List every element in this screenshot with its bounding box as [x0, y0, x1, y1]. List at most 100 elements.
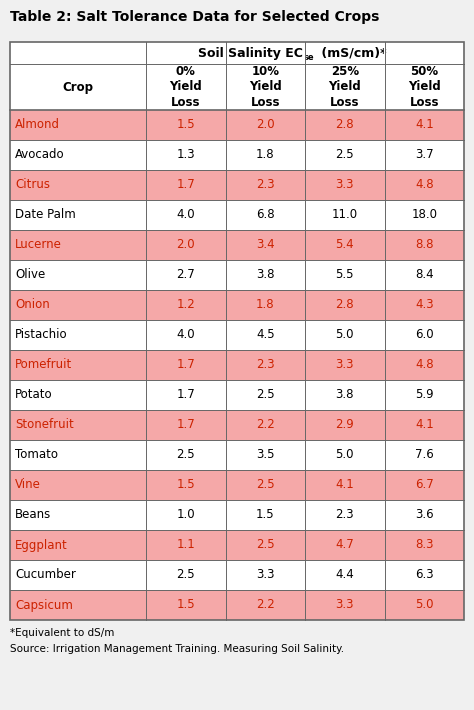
Text: 3.6: 3.6 [415, 508, 434, 522]
Text: Citrus: Citrus [15, 178, 50, 192]
Text: Stonefruit: Stonefruit [15, 418, 74, 432]
Text: 2.0: 2.0 [256, 119, 275, 131]
Text: 4.1: 4.1 [336, 479, 354, 491]
Bar [10, 560, 464, 590]
Text: Soil Salinity EC: Soil Salinity EC [198, 46, 303, 60]
Text: 3.5: 3.5 [256, 449, 274, 462]
Bar [10, 590, 464, 620]
Text: 4.7: 4.7 [336, 538, 354, 552]
Bar [10, 320, 464, 350]
Bar [10, 42, 464, 620]
Text: 2.5: 2.5 [177, 449, 195, 462]
Text: Beans: Beans [15, 508, 51, 522]
Text: Eggplant: Eggplant [15, 538, 68, 552]
Bar [10, 290, 464, 320]
Text: 2.5: 2.5 [177, 569, 195, 581]
Text: Olive: Olive [15, 268, 45, 281]
Text: 3.7: 3.7 [415, 148, 434, 161]
Text: 1.7: 1.7 [176, 388, 195, 401]
Bar [10, 260, 464, 290]
Text: 4.1: 4.1 [415, 418, 434, 432]
Text: 5.0: 5.0 [415, 599, 434, 611]
Text: 1.8: 1.8 [256, 148, 275, 161]
Text: 6.7: 6.7 [415, 479, 434, 491]
Text: 1.0: 1.0 [177, 508, 195, 522]
Text: 4.8: 4.8 [415, 178, 434, 192]
Text: 1.1: 1.1 [176, 538, 195, 552]
Text: 2.5: 2.5 [336, 148, 354, 161]
Text: 1.5: 1.5 [177, 479, 195, 491]
Bar [10, 350, 464, 380]
Text: 1.7: 1.7 [176, 178, 195, 192]
Text: 1.5: 1.5 [256, 508, 275, 522]
Bar [10, 380, 464, 410]
Text: 8.3: 8.3 [415, 538, 434, 552]
Text: 3.8: 3.8 [256, 268, 274, 281]
Text: Lucerne: Lucerne [15, 239, 62, 251]
Text: 3.3: 3.3 [256, 569, 274, 581]
Text: Date Palm: Date Palm [15, 209, 76, 222]
Text: 4.3: 4.3 [415, 298, 434, 312]
Text: Vine: Vine [15, 479, 41, 491]
Text: 3.3: 3.3 [336, 599, 354, 611]
Text: Potato: Potato [15, 388, 53, 401]
Text: 10%
Yield
Loss: 10% Yield Loss [249, 65, 282, 109]
Text: 4.5: 4.5 [256, 329, 275, 342]
Text: 5.9: 5.9 [415, 388, 434, 401]
Text: 2.5: 2.5 [256, 538, 275, 552]
Text: 4.0: 4.0 [177, 209, 195, 222]
Bar [10, 530, 464, 560]
Text: 1.7: 1.7 [176, 418, 195, 432]
Text: 7.6: 7.6 [415, 449, 434, 462]
Text: 0%
Yield
Loss: 0% Yield Loss [170, 65, 202, 109]
Text: *Equivalent to dS/m: *Equivalent to dS/m [10, 628, 114, 638]
Text: 1.7: 1.7 [176, 359, 195, 371]
Text: se: se [304, 53, 315, 62]
Text: Table 2: Salt Tolerance Data for Selected Crops: Table 2: Salt Tolerance Data for Selecte… [10, 10, 379, 24]
Text: 6.0: 6.0 [415, 329, 434, 342]
Text: (mS/cm)*: (mS/cm)* [317, 46, 387, 60]
Text: Tomato: Tomato [15, 449, 58, 462]
Bar [10, 440, 464, 470]
Text: 2.5: 2.5 [256, 388, 275, 401]
Text: 5.0: 5.0 [336, 329, 354, 342]
Bar [10, 42, 464, 110]
Text: Onion: Onion [15, 298, 50, 312]
Text: Almond: Almond [15, 119, 60, 131]
Text: Pomefruit: Pomefruit [15, 359, 72, 371]
Text: 3.3: 3.3 [336, 178, 354, 192]
Text: 4.0: 4.0 [177, 329, 195, 342]
Text: 4.1: 4.1 [415, 119, 434, 131]
Bar [10, 500, 464, 530]
Text: 2.3: 2.3 [336, 508, 354, 522]
Text: Crop: Crop [63, 80, 93, 94]
Text: 6.3: 6.3 [415, 569, 434, 581]
Text: 4.4: 4.4 [336, 569, 354, 581]
Text: 4.8: 4.8 [415, 359, 434, 371]
Bar [10, 110, 464, 140]
Text: 2.8: 2.8 [336, 298, 354, 312]
Text: 2.8: 2.8 [336, 119, 354, 131]
Text: 3.3: 3.3 [336, 359, 354, 371]
Text: 2.3: 2.3 [256, 178, 275, 192]
Text: Source: Irrigation Management Training. Measuring Soil Salinity.: Source: Irrigation Management Training. … [10, 644, 344, 654]
Text: 1.3: 1.3 [177, 148, 195, 161]
Text: 2.7: 2.7 [176, 268, 195, 281]
Text: 2.0: 2.0 [177, 239, 195, 251]
Text: 3.8: 3.8 [336, 388, 354, 401]
Bar [10, 410, 464, 440]
Text: Cucumber: Cucumber [15, 569, 76, 581]
Text: 50%
Yield
Loss: 50% Yield Loss [408, 65, 441, 109]
Text: 18.0: 18.0 [411, 209, 438, 222]
Bar [10, 230, 464, 260]
Text: 1.5: 1.5 [177, 599, 195, 611]
Text: 8.4: 8.4 [415, 268, 434, 281]
Text: 2.3: 2.3 [256, 359, 275, 371]
Text: 2.9: 2.9 [336, 418, 354, 432]
Text: Avocado: Avocado [15, 148, 64, 161]
Text: Capsicum: Capsicum [15, 599, 73, 611]
Text: 25%
Yield
Loss: 25% Yield Loss [328, 65, 361, 109]
Text: 2.2: 2.2 [256, 418, 275, 432]
Text: 6.8: 6.8 [256, 209, 275, 222]
Bar [10, 170, 464, 200]
